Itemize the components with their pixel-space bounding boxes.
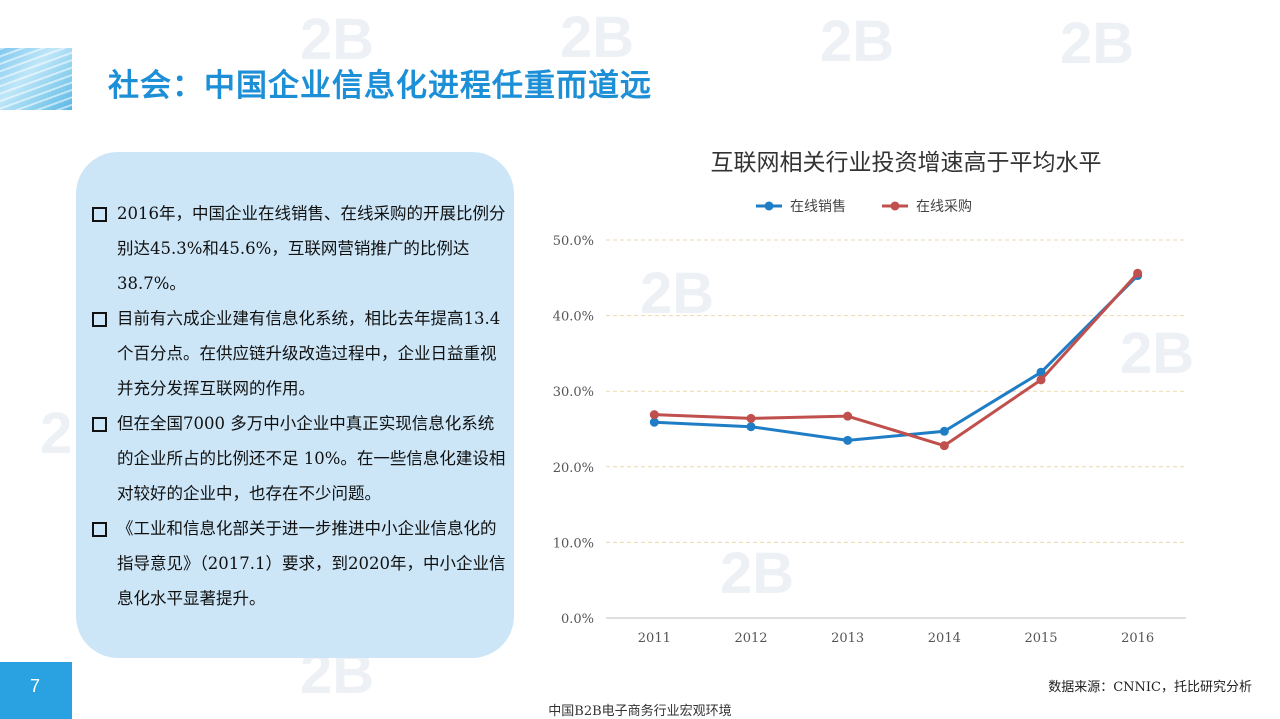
chart-series xyxy=(649,268,1143,451)
line-chart: 互联网相关行业投资增速高于平均水平 在线销售 在线采购 0.0% 10.0% 20.0… xyxy=(553,150,1186,646)
page-number: 7 xyxy=(30,676,41,696)
bullet-text: 2016年，中国企业在线销售、在线采购的开展比例分别达45.3%和45.6%，互… xyxy=(117,204,506,293)
bullet-text: 目前有六成企业建有信息化系统，相比去年提高13.4个百分点。在供应链升级改造过程… xyxy=(117,309,501,398)
footer-caption: 中国B2B电子商务行业宏观环境 xyxy=(548,704,732,719)
bullet-list: 2016年，中国企业在线销售、在线采购的开展比例分别达45.3%和45.6%，互… xyxy=(90,196,510,616)
x-tick-label: 2013 xyxy=(831,631,864,646)
bullet-item: 《工业和信息化部关于进一步推进中小企业信息化的指导意见》（2017.1）要求，到… xyxy=(90,511,510,616)
data-point xyxy=(843,411,853,421)
y-tick-label: 10.0% xyxy=(553,536,594,551)
series-line xyxy=(654,274,1139,442)
y-tick-label: 50.0% xyxy=(553,234,594,249)
legend-label: 在线销售 xyxy=(790,199,846,215)
data-point xyxy=(649,417,659,427)
legend-marker xyxy=(890,201,900,211)
data-point xyxy=(746,422,756,432)
data-point xyxy=(1133,268,1143,278)
header-decoration xyxy=(0,48,72,110)
chart-grid xyxy=(606,239,1186,619)
y-tick-label: 30.0% xyxy=(553,385,594,400)
data-point xyxy=(939,441,949,451)
slide-title: 社会：中国企业信息化进程任重而道远 xyxy=(108,68,652,104)
legend-marker xyxy=(764,201,774,211)
y-tick-label: 0.0% xyxy=(561,612,594,627)
data-point xyxy=(939,426,949,436)
page-number-badge: 7 xyxy=(0,662,72,719)
x-tick-label: 2015 xyxy=(1024,631,1057,646)
bullet-item: 目前有六成企业建有信息化系统，相比去年提高13.4个百分点。在供应链升级改造过程… xyxy=(90,301,510,406)
data-point xyxy=(843,435,853,445)
data-point xyxy=(1036,367,1046,377)
x-tick-label: 2014 xyxy=(928,631,961,646)
data-point xyxy=(746,413,756,423)
bullet-text: 《工业和信息化部关于进一步推进中小企业信息化的指导意见》（2017.1）要求，到… xyxy=(117,519,506,608)
watermark-text: 2B xyxy=(820,9,895,74)
bullet-item: 但在全国7000 多万中小企业中真正实现信息化系统的企业所占的比例还不足 10%… xyxy=(90,406,510,511)
watermark-text: 2B xyxy=(1060,11,1135,76)
chart-legend: 在线销售 在线采购 xyxy=(756,199,972,215)
text-panel xyxy=(76,152,514,658)
data-point xyxy=(1036,375,1046,385)
x-tick-label: 2012 xyxy=(734,631,767,646)
x-tick-label: 2011 xyxy=(638,631,671,646)
series-line xyxy=(654,272,1139,448)
data-source: 数据来源：CNNIC，托比研究分析 xyxy=(1048,680,1252,695)
x-tick-label: 2016 xyxy=(1121,631,1154,646)
square-bullet-icon xyxy=(92,417,107,432)
chart-title: 互联网相关行业投资增速高于平均水平 xyxy=(711,150,1102,176)
square-bullet-icon xyxy=(92,207,107,222)
square-bullet-icon xyxy=(92,522,107,537)
x-axis: 2011 2012 2013 2014 2015 2016 xyxy=(638,631,1154,646)
y-tick-label: 40.0% xyxy=(553,310,594,325)
data-point xyxy=(649,410,659,420)
square-bullet-icon xyxy=(92,312,107,327)
legend-label: 在线采购 xyxy=(916,199,972,215)
y-axis: 0.0% 10.0% 20.0% 30.0% 40.0% 50.0% xyxy=(553,234,594,627)
bullet-text: 但在全国7000 多万中小企业中真正实现信息化系统的企业所占的比例还不足 10%… xyxy=(117,414,506,503)
bullet-item: 2016年，中国企业在线销售、在线采购的开展比例分别达45.3%和45.6%，互… xyxy=(90,196,510,301)
y-tick-label: 20.0% xyxy=(553,461,594,476)
